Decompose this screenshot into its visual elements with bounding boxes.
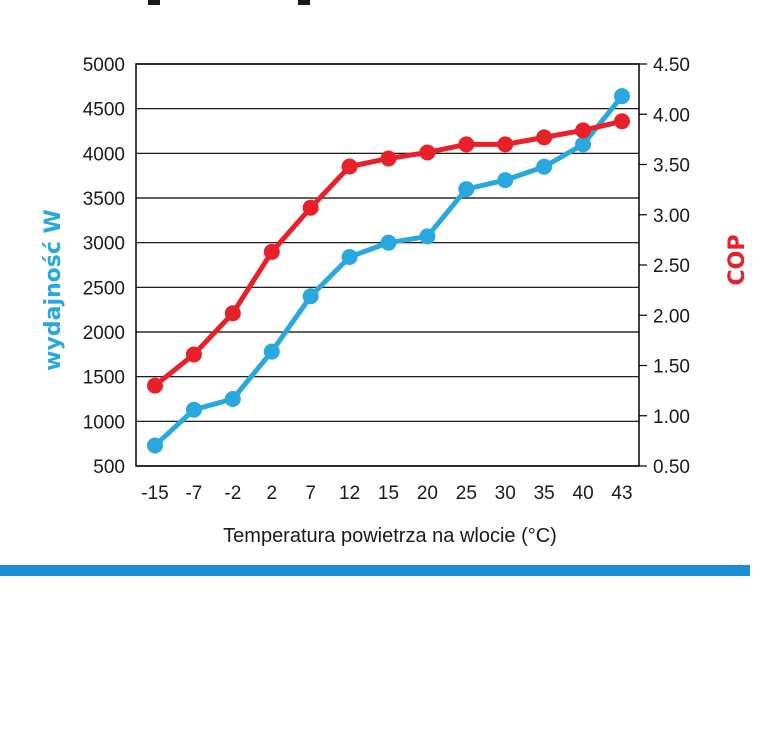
data-point	[536, 129, 553, 146]
series-right-axis	[147, 113, 630, 394]
data-point	[575, 122, 592, 139]
left-axis-ticks: 500 1000 1500 2000 2500 3000 3500 4000 4500 5000	[83, 55, 125, 478]
data-point	[302, 199, 319, 216]
right-tick-label: 0.50	[653, 457, 690, 478]
data-point	[458, 181, 475, 198]
cropped-title-fragment-right	[298, 0, 310, 5]
x-tick-label: 20	[417, 483, 438, 504]
right-tick-label: 2.50	[653, 256, 690, 277]
cropped-title-fragment-left	[148, 0, 160, 5]
left-tick-label: 2500	[83, 278, 125, 299]
right-axis-ticks: 0.50 1.00 1.50 2.00 2.50 3.00 3.50 4.00 4.50	[639, 55, 690, 478]
data-point	[419, 228, 436, 245]
data-point	[380, 150, 397, 167]
left-tick-label: 3500	[83, 189, 125, 210]
left-tick-label: 3000	[83, 234, 125, 255]
right-tick-label: 1.00	[653, 407, 690, 428]
data-point	[263, 243, 280, 260]
x-tick-label: 15	[378, 483, 399, 504]
data-point	[497, 136, 514, 153]
right-tick-label: 1.50	[653, 357, 690, 378]
data-point	[224, 305, 241, 322]
x-tick-label: 43	[611, 483, 632, 504]
right-tick-label: 4.50	[653, 55, 690, 76]
x-tick-label: -2	[224, 483, 241, 504]
right-tick-label: 3.00	[653, 206, 690, 227]
data-point	[224, 391, 241, 407]
series-line	[152, 93, 625, 448]
dual-axis-line-chart: 500100015002000250030003500400045005000 …	[41, 55, 750, 547]
x-tick-label: 25	[456, 483, 477, 504]
x-tick-label: 7	[305, 483, 316, 504]
data-point	[341, 248, 358, 265]
series-layer	[147, 88, 630, 454]
x-tick-label: -15	[141, 483, 168, 504]
left-tick-label: 4500	[83, 100, 125, 121]
data-point	[614, 88, 630, 105]
x-tick-label: -7	[185, 483, 202, 504]
series-left-axis	[147, 88, 630, 454]
data-point	[614, 113, 630, 130]
data-point	[380, 234, 397, 251]
left-tick-label: 4000	[83, 144, 125, 165]
x-axis-title: Temperatura powietrza na wlocie (°C)	[223, 525, 557, 547]
x-tick-label: 2	[266, 483, 277, 504]
data-point	[575, 136, 592, 153]
data-point	[263, 343, 280, 360]
data-point	[497, 172, 514, 189]
left-tick-label: 500	[93, 457, 125, 478]
data-point	[185, 401, 202, 418]
data-point	[185, 346, 202, 363]
left-tick-label: 5000	[83, 55, 125, 76]
data-point	[341, 158, 358, 175]
right-axis-title: COP	[725, 235, 750, 286]
data-point	[147, 437, 163, 454]
left-tick-label: 2000	[83, 323, 125, 344]
x-tick-label: 30	[495, 483, 516, 504]
right-tick-label: 2.00	[653, 306, 690, 327]
x-tick-label: 12	[339, 483, 360, 504]
data-point	[536, 158, 553, 175]
right-tick-label: 4.00	[653, 105, 690, 126]
data-point	[147, 377, 163, 394]
data-point	[302, 288, 319, 305]
x-axis-ticks: -15 -7 -2 2 7 12 15 20 25 30 35 40 43	[141, 483, 632, 504]
left-tick-label: 1500	[83, 368, 125, 389]
x-tick-label: 40	[573, 483, 594, 504]
left-tick-label: 1000	[83, 412, 125, 433]
right-tick-label: 3.50	[653, 156, 690, 177]
data-point	[458, 136, 475, 153]
left-axis-title: wydajność W	[41, 209, 66, 371]
data-point	[419, 144, 436, 161]
accent-divider-bar	[0, 565, 750, 576]
x-tick-label: 35	[534, 483, 555, 504]
